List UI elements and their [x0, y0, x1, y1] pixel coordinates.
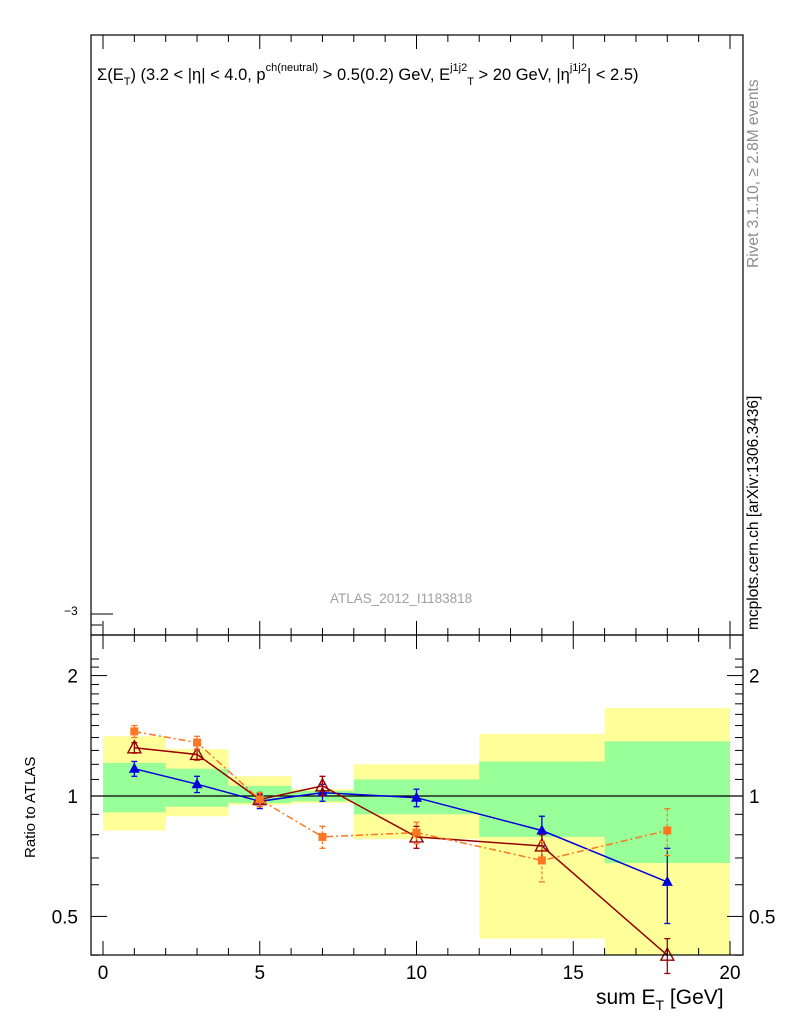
axis-tick-labels: 0 5 10 15 20 0.5 0.5 1 1 2 2 — [52, 667, 776, 984]
band-inner-bin — [604, 741, 730, 863]
y-tick-label: 1 — [67, 787, 78, 808]
x-tick-label: 5 — [254, 963, 265, 984]
axis-ticks — [91, 35, 743, 956]
x-axis-label: sum ET [GeV] — [596, 986, 724, 1013]
series-2 — [130, 724, 672, 883]
data-point — [412, 828, 421, 837]
y-tick-label: 0.5 — [749, 907, 775, 928]
data-point — [411, 791, 422, 802]
y-tick-label: 1 — [749, 787, 760, 808]
series-layer — [126, 724, 675, 975]
mcplots-source-label: mcplots.cern.ch [arXiv:1306.3436] — [745, 395, 762, 630]
main-y-exponent-label: −3 — [64, 604, 78, 618]
data-point — [661, 875, 673, 886]
analysis-tag: ATLAS_2012_I1183818 — [330, 591, 473, 606]
data-point — [126, 739, 143, 754]
x-tick-label: 0 — [98, 963, 109, 984]
data-point — [191, 778, 203, 789]
data-point — [314, 777, 331, 792]
data-point — [534, 837, 550, 852]
x-tick-label: 10 — [406, 963, 427, 984]
data-point — [128, 762, 140, 773]
x-tick-label: 20 — [719, 963, 740, 984]
data-point — [537, 856, 546, 865]
y-tick-label: 0.5 — [52, 907, 78, 928]
plot-title: Σ(ET) (3.2 < |η| < 4.0, pch(neutral) > 0… — [97, 62, 639, 88]
y-axis-label: Ratio to ATLAS — [22, 756, 39, 858]
data-point — [318, 832, 327, 841]
data-point — [130, 727, 139, 736]
data-point — [193, 738, 202, 747]
y-tick-label: 2 — [749, 667, 760, 688]
data-point — [255, 795, 264, 804]
data-point — [536, 824, 548, 835]
x-tick-label: 15 — [563, 963, 584, 984]
data-point — [189, 746, 205, 761]
y-tick-label: 2 — [67, 667, 78, 688]
data-point — [663, 826, 672, 835]
rivet-version-label: Rivet 3.1.10, ≥ 2.8M events — [745, 79, 762, 268]
data-point — [659, 946, 675, 961]
main-plot-frame — [90, 34, 744, 636]
